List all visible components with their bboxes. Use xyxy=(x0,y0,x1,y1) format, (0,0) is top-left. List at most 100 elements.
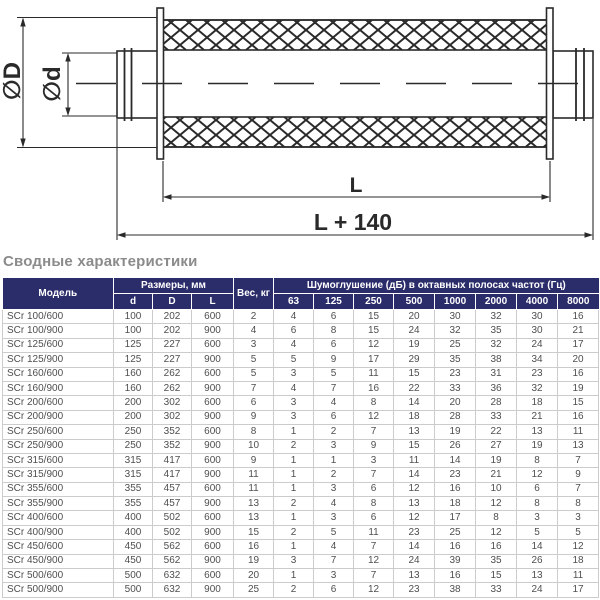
col-header-frequency: 250 xyxy=(353,293,395,310)
cell-value: 6 xyxy=(313,337,355,354)
cell-value: 22 xyxy=(475,424,518,440)
cell-model: SCr 315/900 xyxy=(2,467,114,483)
col-header-model: Модель xyxy=(2,278,114,310)
cell-value: 16 xyxy=(434,539,477,555)
cell-value: 2 xyxy=(313,467,355,483)
cell-value: 10 xyxy=(233,438,275,454)
cell-value: 250 xyxy=(113,424,153,440)
cell-value: 17 xyxy=(353,352,395,368)
cell-value: 21 xyxy=(516,409,559,426)
cell-value: 6 xyxy=(273,323,315,339)
cell-value: 19 xyxy=(475,452,518,469)
cell-value: 8 xyxy=(475,510,518,526)
cell-value: 19 xyxy=(434,424,477,440)
cell-value: 12 xyxy=(353,409,395,426)
cell-value: 632 xyxy=(152,568,192,584)
cell-value: 14 xyxy=(393,395,436,411)
cell-value: 31 xyxy=(475,366,518,382)
cell-value: 27 xyxy=(475,438,518,454)
cell-value: 3 xyxy=(273,409,315,426)
cell-value: 33 xyxy=(434,380,477,397)
cell-value: 23 xyxy=(393,582,436,598)
cell-value: 400 xyxy=(113,524,153,541)
cell-value: 6 xyxy=(516,481,559,498)
cell-value: 17 xyxy=(434,510,477,526)
cell-value: 6 xyxy=(353,510,395,526)
cell-value: 562 xyxy=(152,553,192,570)
cell-value: 29 xyxy=(393,352,436,368)
cell-model: SCr 250/900 xyxy=(2,438,114,454)
cell-value: 9 xyxy=(313,352,355,368)
cell-value: 355 xyxy=(113,496,153,512)
cell-value: 355 xyxy=(113,481,153,498)
table-row: SCr 500/900 500 632 900 25 2 6 12 23 38 33 24 17 xyxy=(2,582,600,598)
cell-value: 600 xyxy=(190,452,235,469)
cell-value: 25 xyxy=(233,582,275,598)
cell-value: 900 xyxy=(190,438,235,454)
cell-value: 15 xyxy=(353,309,395,325)
cell-value: 7 xyxy=(557,481,600,498)
cell-value: 227 xyxy=(152,337,192,354)
cell-model: SCr 160/600 xyxy=(2,366,114,382)
cell-value: 9 xyxy=(233,409,275,426)
cell-value: 12 xyxy=(353,582,395,598)
cell-value: 22 xyxy=(393,380,436,397)
cell-value: 21 xyxy=(557,323,600,339)
cell-value: 14 xyxy=(393,539,436,555)
cell-value: 202 xyxy=(152,309,192,325)
cell-value: 12 xyxy=(557,539,600,555)
dim-label-inner-diameter: ∅d xyxy=(39,66,66,101)
cell-value: 20 xyxy=(434,395,477,411)
cell-value: 26 xyxy=(516,553,559,570)
cell-value: 19 xyxy=(516,438,559,454)
cell-value: 28 xyxy=(475,395,518,411)
cell-value: 5 xyxy=(313,366,355,382)
cell-value: 13 xyxy=(393,424,436,440)
cell-value: 3 xyxy=(313,510,355,526)
cell-value: 900 xyxy=(190,553,235,570)
cell-value: 100 xyxy=(113,309,153,325)
cell-value: 35 xyxy=(475,323,518,339)
cell-value: 5 xyxy=(557,524,600,541)
cell-value: 5 xyxy=(273,352,315,368)
cell-model: SCr 500/900 xyxy=(2,582,114,598)
cell-value: 3 xyxy=(313,438,355,454)
cell-value: 417 xyxy=(152,452,192,469)
cell-model: SCr 450/900 xyxy=(2,553,114,570)
col-header-frequency: 8000 xyxy=(557,293,599,310)
cell-value: 12 xyxy=(353,553,395,570)
spigot-right xyxy=(552,48,594,121)
cell-value: 4 xyxy=(273,380,315,397)
cell-value: 400 xyxy=(113,510,153,526)
table-row: SCr 250/900 250 352 900 10 2 3 9 15 26 27 19 13 xyxy=(2,438,600,454)
cell-value: 32 xyxy=(475,309,518,325)
attenuation-subheader-row: d D L 63 125 250 500 1000 2000 4000 8000 xyxy=(3,293,599,310)
cell-value: 600 xyxy=(190,309,235,325)
cell-value: 14 xyxy=(393,467,436,483)
cell-value: 15 xyxy=(557,395,600,411)
cell-value: 11 xyxy=(557,568,600,584)
cell-value: 5 xyxy=(516,524,559,541)
col-header-frequency: 1000 xyxy=(434,293,477,310)
cell-value: 502 xyxy=(152,524,192,541)
table-row: SCr 500/600 500 632 600 20 1 3 7 13 16 15 13 11 xyxy=(2,568,600,584)
cell-value: 6 xyxy=(313,309,355,325)
cell-value: 25 xyxy=(434,524,477,541)
cell-value: 17 xyxy=(557,582,600,598)
cell-value: 3 xyxy=(313,568,355,584)
cell-value: 28 xyxy=(434,409,477,426)
cell-value: 16 xyxy=(233,539,275,555)
cell-value: 632 xyxy=(152,582,192,598)
cell-value: 17 xyxy=(557,337,600,354)
spigot-left xyxy=(116,48,159,121)
cell-value: 8 xyxy=(557,496,600,512)
cell-value: 2 xyxy=(273,438,315,454)
cell-value: 315 xyxy=(113,452,153,469)
cell-value: 200 xyxy=(113,395,153,411)
cell-value: 1 xyxy=(273,467,315,483)
col-header-attenuation-group: Шумоглушение (дБ) в октавных полосах час… xyxy=(273,278,599,294)
cell-value: 100 xyxy=(113,323,153,339)
cell-value: 302 xyxy=(152,409,192,426)
cell-value: 7 xyxy=(557,452,600,469)
cell-value: 25 xyxy=(434,337,477,354)
